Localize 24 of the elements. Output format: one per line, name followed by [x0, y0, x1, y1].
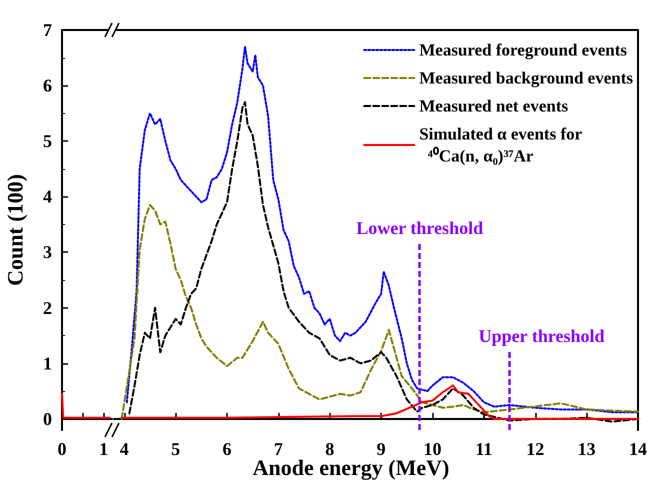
- y-tick-label: 7: [43, 20, 52, 40]
- y-tick-label: 0: [43, 408, 52, 429]
- y-tick-label: 3: [43, 242, 52, 262]
- y-tick-label: 5: [43, 131, 52, 152]
- x-tick-label: 6: [222, 439, 232, 459]
- x-tick-label: 4: [120, 439, 129, 459]
- x-tick-label: 5: [171, 439, 180, 459]
- y-tick-label: 1: [43, 353, 52, 374]
- x-tick-label: 0: [58, 439, 66, 459]
- y-axis-title: Count (100): [2, 174, 28, 286]
- x-tick-label: 13: [578, 439, 596, 459]
- legend-label: Measured background events: [419, 68, 634, 88]
- legend-label: Measured foreground events: [419, 40, 628, 60]
- y-tick-label: 4: [43, 186, 52, 207]
- x-tick-label: 12: [526, 439, 544, 459]
- y-tick-label: 6: [43, 76, 52, 96]
- ref-line-label: Upper threshold: [478, 326, 604, 346]
- x-tick-label: 1: [99, 439, 108, 459]
- legend-label: Measured net events: [419, 96, 568, 116]
- x-tick-label: 14: [629, 439, 647, 459]
- legend-label: Simulated α events for ⁴⁰Ca(n, α₀)³⁷Ar: [419, 124, 583, 166]
- y-tick-label: 2: [43, 298, 52, 318]
- x-tick-label: 11: [475, 439, 492, 459]
- ref-line-label: Lower threshold: [356, 218, 484, 238]
